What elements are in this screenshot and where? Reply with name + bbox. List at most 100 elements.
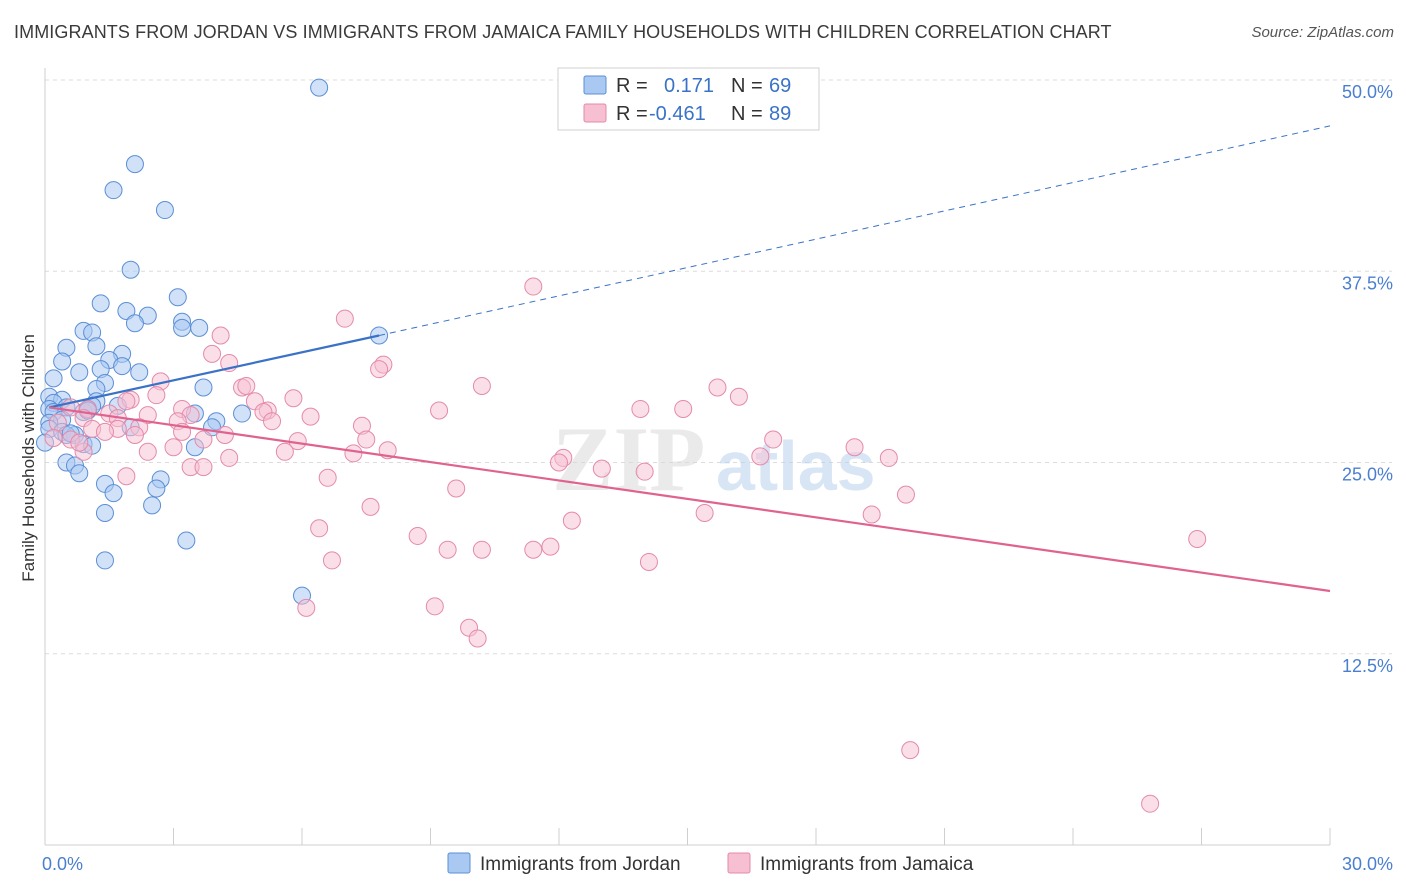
jordan-trend-extension: [378, 125, 1331, 336]
jordan-point-28: [194, 378, 213, 397]
jamaica-point-71: [438, 540, 457, 559]
legend-box: R = 0.171 N = 69 R = -0.461 N = 89: [557, 67, 820, 131]
jamaica-point-55: [751, 447, 770, 466]
jordan-point-11: [190, 318, 209, 337]
jordan-point-64: [177, 531, 196, 550]
jamaica-point-52: [220, 448, 239, 467]
y-tick-label-1: 25.0%: [1342, 465, 1393, 485]
jamaica-point-40: [125, 425, 144, 444]
jamaica-point-45: [194, 430, 213, 449]
jamaica-point-75: [639, 552, 658, 571]
legend-swatch-jamaica: [583, 103, 607, 123]
jamaica-point-60: [635, 462, 654, 481]
jordan-point-25: [44, 369, 63, 388]
jamaica-point-6: [370, 360, 389, 379]
jamaica-point-26: [138, 406, 157, 425]
jordan-point-16: [87, 337, 106, 356]
jamaica-point-88: [70, 433, 89, 452]
jordan-point-4: [121, 260, 140, 279]
jamaica-point-64: [447, 479, 466, 498]
jamaica-point-48: [138, 442, 157, 461]
jordan-point-61: [147, 479, 166, 498]
jordan-trend-line: [49, 334, 380, 409]
jamaica-point-53: [344, 444, 363, 463]
y-tick-labels: 12.5% 25.0% 37.5% 50.0%: [1342, 82, 1393, 676]
bottom-legend-swatch-jamaica: [727, 852, 751, 874]
axes: [44, 68, 1331, 846]
jamaica-point-76: [1188, 530, 1207, 548]
jamaica-point-78: [425, 597, 444, 616]
bottom-legend-label-jordan: Immigrants from Jordan: [480, 854, 681, 875]
jamaica-point-47: [845, 438, 864, 457]
legend-n-label-jamaica: N =: [731, 103, 763, 125]
jamaica-point-3: [203, 344, 222, 363]
jamaica-point-17: [117, 392, 136, 411]
jamaica-point-82: [901, 741, 920, 760]
jamaica-point-87: [550, 453, 568, 472]
jordan-point-2: [104, 181, 123, 200]
legend-swatch-jordan: [583, 75, 607, 95]
jordan-point-3: [155, 201, 174, 220]
bottom-legend-swatch-jordan: [447, 852, 471, 874]
jamaica-point-77: [322, 551, 341, 570]
jordan-point-62: [143, 496, 162, 515]
legend-r-label-jordan: R =: [616, 75, 648, 97]
jamaica-point-44: [357, 430, 376, 449]
jamaica-point-15: [147, 386, 166, 405]
jamaica-point-85: [215, 425, 234, 444]
legend-r-value-jordan: 0.171: [664, 75, 714, 97]
jamaica-point-19: [430, 401, 449, 420]
bottom-legend: Immigrants from Jordan Immigrants from J…: [447, 852, 974, 875]
jordan-point-23: [70, 363, 89, 382]
jamaica-point-0: [524, 277, 543, 296]
jamaica-point-59: [592, 459, 611, 478]
jamaica-point-70: [408, 526, 427, 545]
jordan-point-6: [91, 294, 110, 313]
jamaica-point-81: [468, 629, 487, 648]
jamaica-point-2: [211, 326, 230, 345]
x-tick-labels: 0.0% 30.0%: [42, 854, 1393, 874]
chart-title: IMMIGRANTS FROM JORDAN VS IMMIGRANTS FRO…: [14, 22, 1112, 42]
jamaica-point-34: [48, 413, 67, 432]
jamaica-point-10: [708, 378, 727, 397]
grid-lines: [45, 79, 1392, 655]
watermark: ZIP atlas: [552, 408, 876, 510]
jordan-point-1: [125, 155, 144, 174]
x-tick-label-1: 30.0%: [1342, 854, 1393, 874]
jamaica-point-61: [117, 467, 136, 486]
jamaica-point-49: [275, 442, 294, 461]
jordan-point-65: [95, 551, 114, 570]
jamaica-point-58: [194, 458, 213, 477]
jamaica-point-67: [862, 505, 881, 524]
jordan-point-21: [113, 357, 132, 376]
jamaica-point-69: [310, 519, 329, 538]
jamaica-point-1: [335, 309, 354, 328]
y-tick-label-0: 12.5%: [1342, 656, 1393, 676]
y-tick-label-2: 37.5%: [1342, 273, 1393, 293]
jamaica-point-56: [879, 448, 898, 467]
jamaica-point-79: [297, 598, 316, 617]
y-tick-label-3: 50.0%: [1342, 82, 1393, 102]
jamaica-point-84: [95, 422, 114, 441]
legend-n-label-jordan: N =: [731, 75, 763, 97]
jamaica-point-18: [674, 399, 693, 418]
jamaica-point-12: [729, 387, 748, 406]
jordan-point-9: [125, 314, 144, 333]
jordan-points: [36, 78, 389, 605]
jamaica-point-41: [44, 429, 63, 448]
jamaica-point-83: [1141, 794, 1160, 813]
jamaica-point-9: [472, 377, 491, 395]
jamaica-point-72: [472, 540, 491, 559]
jamaica-point-62: [318, 468, 337, 487]
jamaica-point-46: [764, 430, 783, 449]
jordan-point-57: [70, 464, 89, 483]
legend-r-label-jamaica: R =: [616, 103, 648, 125]
jamaica-trend-line: [49, 406, 1331, 593]
jordan-point-63: [95, 503, 114, 522]
jordan-point-40: [233, 404, 252, 423]
jamaica-point-74: [541, 537, 560, 556]
bottom-legend-label-jamaica: Immigrants from Jamaica: [760, 854, 974, 875]
jamaica-point-20: [631, 399, 650, 418]
jordan-point-7: [117, 302, 136, 321]
jamaica-point-14: [284, 389, 303, 408]
